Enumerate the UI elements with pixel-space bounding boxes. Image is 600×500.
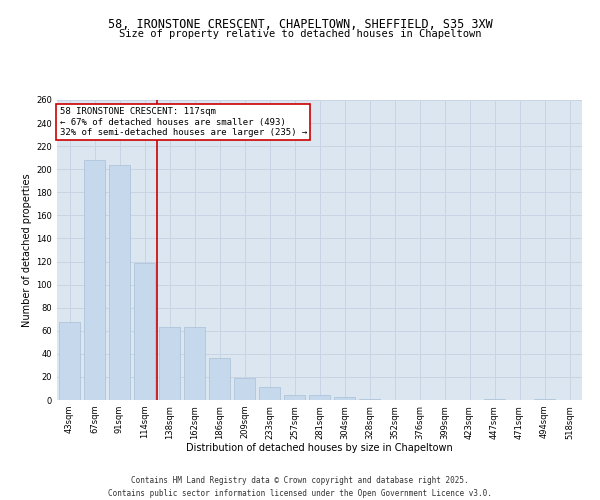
Bar <box>159 328 180 400</box>
Bar <box>309 396 330 400</box>
Text: Size of property relative to detached houses in Chapeltown: Size of property relative to detached ho… <box>119 29 481 39</box>
Bar <box>84 160 105 400</box>
Bar <box>334 396 355 400</box>
Text: 58 IRONSTONE CRESCENT: 117sqm
← 67% of detached houses are smaller (493)
32% of : 58 IRONSTONE CRESCENT: 117sqm ← 67% of d… <box>59 108 307 138</box>
Bar <box>484 399 505 400</box>
Bar <box>534 399 555 400</box>
Bar <box>359 399 380 400</box>
Bar <box>109 164 130 400</box>
Text: 58, IRONSTONE CRESCENT, CHAPELTOWN, SHEFFIELD, S35 3XW: 58, IRONSTONE CRESCENT, CHAPELTOWN, SHEF… <box>107 18 493 30</box>
Bar <box>184 328 205 400</box>
Text: Contains HM Land Registry data © Crown copyright and database right 2025.
Contai: Contains HM Land Registry data © Crown c… <box>108 476 492 498</box>
Y-axis label: Number of detached properties: Number of detached properties <box>22 173 32 327</box>
Bar <box>284 396 305 400</box>
Bar <box>59 322 80 400</box>
X-axis label: Distribution of detached houses by size in Chapeltown: Distribution of detached houses by size … <box>186 443 453 453</box>
Bar <box>134 262 155 400</box>
Bar <box>234 378 255 400</box>
Bar <box>259 388 280 400</box>
Bar <box>209 358 230 400</box>
